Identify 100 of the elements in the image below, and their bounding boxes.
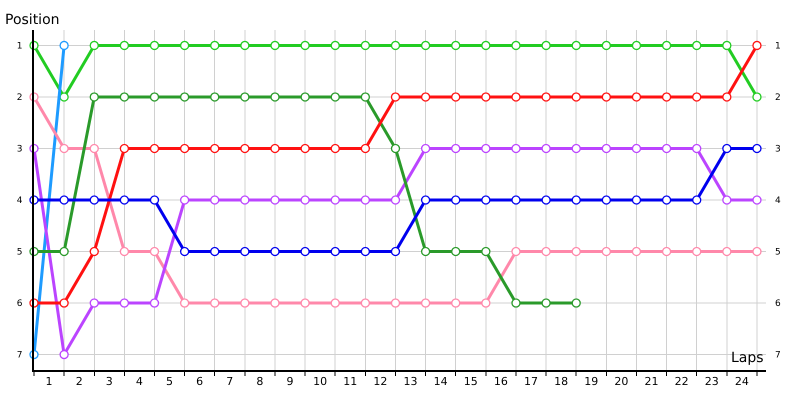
x-tick-label: 13 xyxy=(404,374,418,388)
point xyxy=(511,144,521,154)
point xyxy=(481,92,490,102)
point xyxy=(572,246,581,256)
point xyxy=(481,298,490,308)
point xyxy=(511,298,521,308)
y-tick-label: 6 xyxy=(16,299,23,310)
point xyxy=(59,144,69,154)
x-tick-label: 6 xyxy=(196,374,204,388)
point xyxy=(90,40,99,50)
point xyxy=(752,246,762,256)
point xyxy=(602,92,611,102)
point xyxy=(330,40,340,50)
point xyxy=(572,195,581,205)
point xyxy=(752,195,762,205)
point xyxy=(180,195,190,205)
point xyxy=(360,40,370,50)
point xyxy=(300,246,310,256)
x-tick-label: 24 xyxy=(734,374,749,388)
point xyxy=(420,195,430,205)
point xyxy=(662,92,672,102)
x-tick-label: 12 xyxy=(373,374,388,388)
point xyxy=(120,144,130,154)
point xyxy=(210,246,220,256)
point xyxy=(150,246,160,256)
point xyxy=(541,298,551,308)
point xyxy=(300,298,310,308)
x-tick-label: 19 xyxy=(584,374,598,388)
point xyxy=(420,92,430,102)
point xyxy=(420,144,430,154)
point xyxy=(330,144,340,154)
point xyxy=(602,40,611,50)
point xyxy=(390,92,400,102)
point xyxy=(662,195,672,205)
point xyxy=(270,195,280,205)
y2-tick-label: 6 xyxy=(775,299,781,310)
point xyxy=(240,246,250,256)
point xyxy=(511,195,521,205)
point xyxy=(420,40,430,50)
y-tick-label: 2 xyxy=(16,93,22,104)
point xyxy=(270,298,280,308)
point xyxy=(240,144,250,154)
point xyxy=(360,246,370,256)
y-tick-label: 3 xyxy=(16,144,22,155)
point xyxy=(692,92,702,102)
point xyxy=(451,298,460,308)
x-tick-label: 5 xyxy=(166,374,174,388)
point xyxy=(90,298,99,308)
point xyxy=(722,144,732,154)
point xyxy=(451,40,460,50)
x-tick-label: 23 xyxy=(704,374,719,388)
point xyxy=(180,144,190,154)
y-tick-label: 7 xyxy=(16,350,22,361)
point xyxy=(632,40,642,50)
x-tick-label: 22 xyxy=(674,374,689,388)
point xyxy=(150,92,160,102)
point xyxy=(420,246,430,256)
x-tick-label: 17 xyxy=(524,374,538,388)
point xyxy=(300,40,310,50)
point xyxy=(150,195,160,205)
point xyxy=(420,298,430,308)
x-tick-label: 8 xyxy=(256,374,264,388)
y2-tick-label: 4 xyxy=(775,196,781,206)
point xyxy=(572,144,581,154)
point xyxy=(572,298,581,308)
point xyxy=(390,195,400,205)
point xyxy=(180,92,190,102)
x-axis-title: Laps xyxy=(731,350,764,366)
point xyxy=(360,298,370,308)
point xyxy=(270,144,280,154)
point xyxy=(300,144,310,154)
point xyxy=(541,195,551,205)
x-tick-label: 16 xyxy=(494,374,508,388)
point xyxy=(120,92,130,102)
y-tick-label: 5 xyxy=(16,248,22,258)
point xyxy=(722,40,732,50)
point xyxy=(451,144,460,154)
point xyxy=(632,246,642,256)
point xyxy=(451,246,460,256)
point xyxy=(360,144,370,154)
point xyxy=(59,298,69,308)
point xyxy=(180,40,190,50)
x-tick-label: 11 xyxy=(343,374,358,388)
point xyxy=(632,92,642,102)
y2-tick-label: 1 xyxy=(775,42,781,52)
point xyxy=(722,92,732,102)
point xyxy=(120,195,130,205)
point xyxy=(330,92,340,102)
point xyxy=(451,92,460,102)
point xyxy=(662,144,672,154)
point xyxy=(572,92,581,102)
x-tick-label: 14 xyxy=(434,374,448,388)
point xyxy=(390,144,400,154)
point xyxy=(150,144,160,154)
point xyxy=(722,246,732,256)
point xyxy=(752,92,762,102)
point xyxy=(360,92,370,102)
point xyxy=(240,195,250,205)
point xyxy=(692,246,702,256)
point xyxy=(481,246,490,256)
